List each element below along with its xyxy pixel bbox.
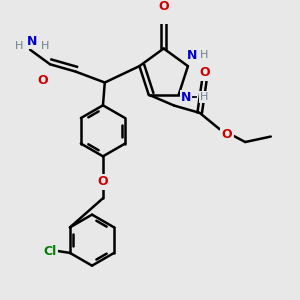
Text: O: O [222,128,232,141]
Text: H: H [15,41,23,51]
Text: Cl: Cl [43,244,56,258]
Text: N: N [27,35,37,48]
Text: N: N [187,49,198,62]
Text: N: N [181,91,191,104]
Text: O: O [38,74,48,87]
Text: H: H [40,41,49,51]
Text: O: O [98,175,108,188]
Text: H: H [200,50,208,60]
Text: O: O [158,0,169,13]
Text: O: O [199,66,210,79]
Text: H: H [200,92,208,102]
